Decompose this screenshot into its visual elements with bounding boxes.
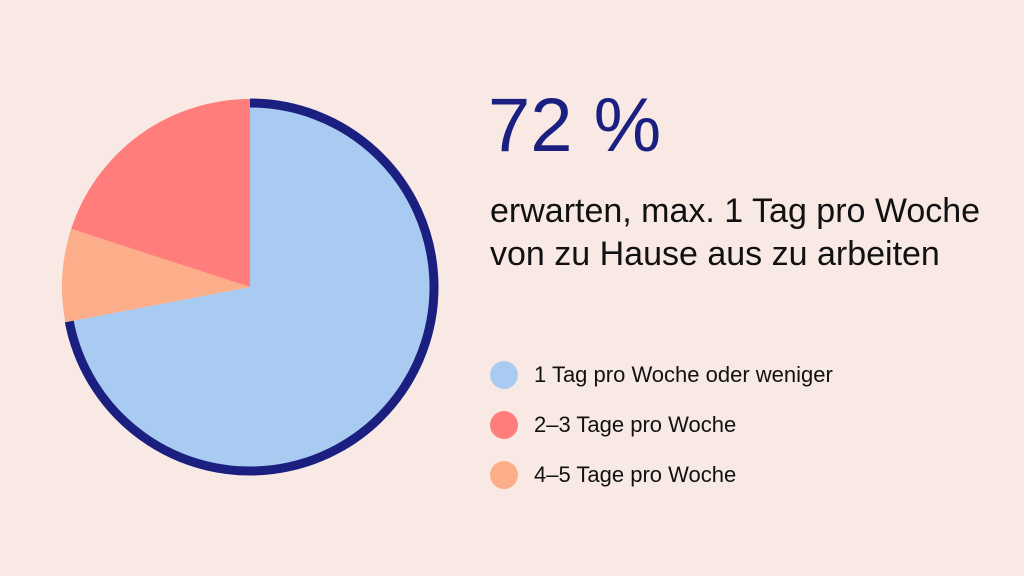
legend-swatch xyxy=(490,411,518,439)
pie-chart xyxy=(61,98,439,476)
legend-label: 1 Tag pro Woche oder weniger xyxy=(534,362,833,387)
pie-slice xyxy=(71,98,250,287)
pie-slice xyxy=(61,228,251,323)
legend-label: 2–3 Tage pro Woche xyxy=(534,412,737,437)
legend-item: 1 Tag pro Woche oder weniger xyxy=(490,350,833,400)
legend-swatch xyxy=(490,361,518,389)
legend-label: 4–5 Tage pro Woche xyxy=(534,462,737,487)
pie-slice xyxy=(65,99,439,475)
headline-subtitle: erwarten, max. 1 Tag pro Woche von zu Ha… xyxy=(490,192,981,273)
legend: 1 Tag pro Woche oder weniger 2–3 Tage pr… xyxy=(490,350,833,500)
legend-item: 2–3 Tage pro Woche xyxy=(490,400,833,450)
legend-item: 4–5 Tage pro Woche xyxy=(490,450,833,500)
headline-percent: 72 % xyxy=(488,83,662,168)
legend-swatch xyxy=(490,461,518,489)
highlight-slice-outline xyxy=(64,98,439,476)
